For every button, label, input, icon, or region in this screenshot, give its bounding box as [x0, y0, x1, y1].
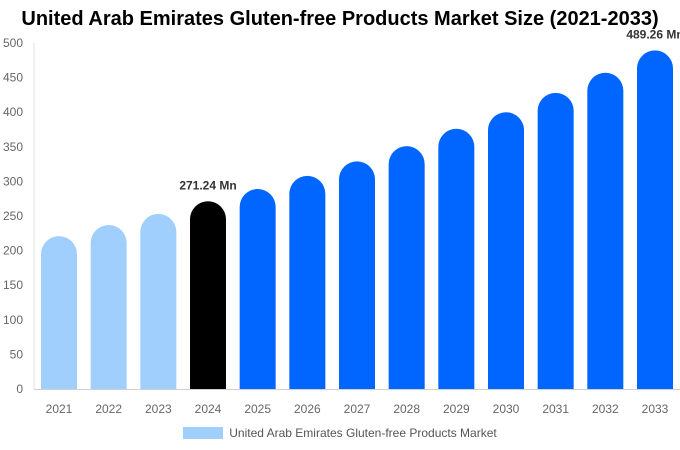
- bar-2032: [587, 72, 624, 390]
- y-tick-label: 300: [3, 174, 23, 188]
- bar-2028: [388, 146, 425, 389]
- y-tick-label: 200: [3, 244, 23, 258]
- x-tick-label: 2023: [145, 402, 172, 416]
- bar-2021: [41, 236, 77, 389]
- y-tick-label: 50: [10, 347, 24, 361]
- x-tick-label: 2031: [542, 402, 569, 416]
- x-tick-label: 2025: [244, 402, 271, 416]
- x-tick-label: 2024: [195, 402, 222, 416]
- x-tick-label: 2033: [642, 402, 669, 416]
- y-tick-label: 0: [16, 382, 23, 396]
- x-tick-label: 2030: [493, 402, 520, 416]
- bar-2030: [488, 112, 524, 389]
- bar-2033: [637, 50, 673, 390]
- x-tick-label: 2029: [443, 402, 470, 416]
- y-tick-label: 150: [3, 278, 23, 292]
- data-label: 271.24 Mn: [179, 178, 236, 192]
- x-tick-label: 2032: [592, 402, 619, 416]
- chart-title: United Arab Emirates Gluten-free Product…: [21, 8, 659, 30]
- x-tick-label: 2027: [344, 402, 371, 416]
- x-tick-label: 2021: [46, 402, 73, 416]
- bar-2027: [339, 161, 375, 389]
- y-tick-label: 500: [3, 36, 23, 50]
- y-tick-label: 400: [3, 105, 23, 119]
- legend-swatch: [183, 427, 224, 439]
- x-tick-label: 2022: [95, 402, 122, 416]
- bar-2031: [537, 92, 574, 389]
- bar-2029: [438, 128, 475, 390]
- data-label: 489.26 Mn: [626, 27, 680, 41]
- y-tick-label: 100: [3, 313, 23, 327]
- y-tick-label: 250: [3, 209, 23, 223]
- bar-2022: [90, 224, 127, 389]
- legend: United Arab Emirates Gluten-free Product…: [0, 426, 680, 440]
- bar-2023: [140, 213, 177, 389]
- x-tick-label: 2026: [294, 402, 321, 416]
- y-tick-label: 350: [3, 140, 23, 154]
- y-tick-label: 450: [3, 71, 23, 85]
- bar-2025: [239, 189, 276, 389]
- legend-label: United Arab Emirates Gluten-free Product…: [229, 426, 497, 440]
- bar-2026: [289, 175, 326, 389]
- bar-2024: [190, 201, 226, 389]
- x-tick-label: 2028: [393, 402, 420, 416]
